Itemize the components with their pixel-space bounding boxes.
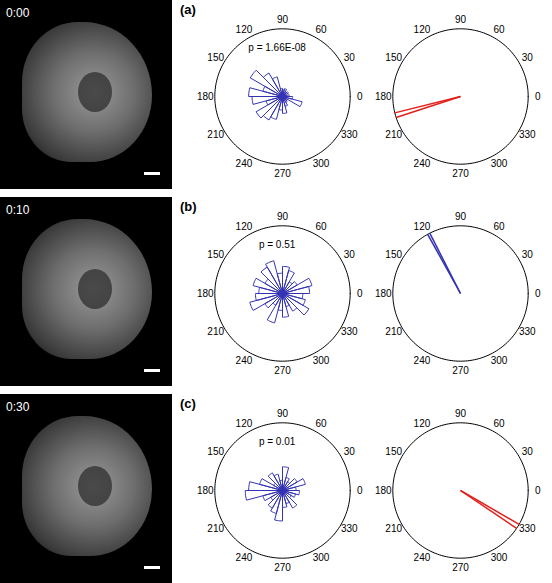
svg-text:60: 60 <box>316 418 328 429</box>
svg-text:180: 180 <box>375 91 392 102</box>
svg-text:p = 0.01: p = 0.01 <box>259 436 296 447</box>
svg-text:p = 1.66E-08: p = 1.66E-08 <box>248 42 306 53</box>
svg-text:270: 270 <box>452 365 469 376</box>
svg-text:330: 330 <box>341 523 358 534</box>
svg-text:90: 90 <box>277 14 289 25</box>
svg-text:270: 270 <box>452 562 469 573</box>
svg-text:120: 120 <box>236 418 253 429</box>
svg-text:30: 30 <box>344 446 356 457</box>
svg-text:60: 60 <box>316 221 328 232</box>
svg-text:150: 150 <box>385 249 402 260</box>
svg-text:30: 30 <box>522 446 534 457</box>
svg-text:240: 240 <box>236 552 253 563</box>
svg-text:270: 270 <box>452 168 469 179</box>
svg-text:60: 60 <box>494 418 506 429</box>
svg-text:90: 90 <box>277 408 289 419</box>
svg-text:210: 210 <box>207 129 224 140</box>
svg-text:210: 210 <box>207 523 224 534</box>
html-text:(a): (a) <box>180 2 196 17</box>
svg-text:330: 330 <box>341 326 358 337</box>
svg-text:150: 150 <box>207 249 224 260</box>
svg-text:210: 210 <box>385 129 402 140</box>
svg-text:330: 330 <box>519 326 536 337</box>
svg-text:210: 210 <box>385 523 402 534</box>
svg-text:150: 150 <box>385 446 402 457</box>
svg-text:240: 240 <box>414 355 431 366</box>
svg-text:300: 300 <box>313 552 330 563</box>
svg-text:0: 0 <box>535 91 541 102</box>
svg-text:0: 0 <box>357 288 363 299</box>
svg-text:150: 150 <box>385 52 402 63</box>
svg-text:240: 240 <box>236 355 253 366</box>
svg-text:300: 300 <box>491 355 508 366</box>
svg-text:60: 60 <box>494 24 506 35</box>
svg-text:120: 120 <box>414 418 431 429</box>
svg-text:300: 300 <box>491 158 508 169</box>
svg-text:180: 180 <box>197 91 214 102</box>
svg-text:300: 300 <box>313 158 330 169</box>
svg-text:120: 120 <box>236 221 253 232</box>
svg-text:330: 330 <box>519 523 536 534</box>
svg-text:30: 30 <box>344 52 356 63</box>
svg-text:240: 240 <box>414 552 431 563</box>
svg-text:60: 60 <box>494 221 506 232</box>
html-text:0:30: 0:30 <box>6 400 30 414</box>
svg-text:30: 30 <box>522 249 534 260</box>
svg-text:60: 60 <box>316 24 328 35</box>
svg-text:30: 30 <box>522 52 534 63</box>
svg-text:90: 90 <box>455 14 467 25</box>
svg-text:240: 240 <box>236 158 253 169</box>
svg-text:270: 270 <box>274 168 291 179</box>
svg-text:0: 0 <box>535 485 541 496</box>
svg-text:300: 300 <box>491 552 508 563</box>
svg-text:90: 90 <box>455 211 467 222</box>
svg-text:180: 180 <box>375 288 392 299</box>
html-text:(b): (b) <box>180 199 197 214</box>
svg-text:0: 0 <box>357 485 363 496</box>
svg-text:180: 180 <box>197 485 214 496</box>
svg-text:p = 0.51: p = 0.51 <box>259 239 296 250</box>
svg-text:0: 0 <box>357 91 363 102</box>
svg-text:330: 330 <box>341 129 358 140</box>
html-text:0:10: 0:10 <box>6 203 30 217</box>
svg-text:120: 120 <box>414 221 431 232</box>
svg-text:270: 270 <box>274 365 291 376</box>
svg-text:300: 300 <box>313 355 330 366</box>
svg-text:240: 240 <box>414 158 431 169</box>
svg-text:30: 30 <box>344 249 356 260</box>
svg-text:180: 180 <box>197 288 214 299</box>
html-text:0:00: 0:00 <box>6 6 30 20</box>
svg-text:0: 0 <box>535 288 541 299</box>
html-text:(c): (c) <box>180 396 196 411</box>
svg-text:150: 150 <box>207 52 224 63</box>
svg-text:210: 210 <box>385 326 402 337</box>
svg-text:330: 330 <box>519 129 536 140</box>
svg-text:180: 180 <box>375 485 392 496</box>
svg-text:120: 120 <box>236 24 253 35</box>
svg-text:120: 120 <box>414 24 431 35</box>
svg-text:210: 210 <box>207 326 224 337</box>
svg-text:90: 90 <box>455 408 467 419</box>
svg-text:270: 270 <box>274 562 291 573</box>
svg-text:90: 90 <box>277 211 289 222</box>
svg-text:150: 150 <box>207 446 224 457</box>
